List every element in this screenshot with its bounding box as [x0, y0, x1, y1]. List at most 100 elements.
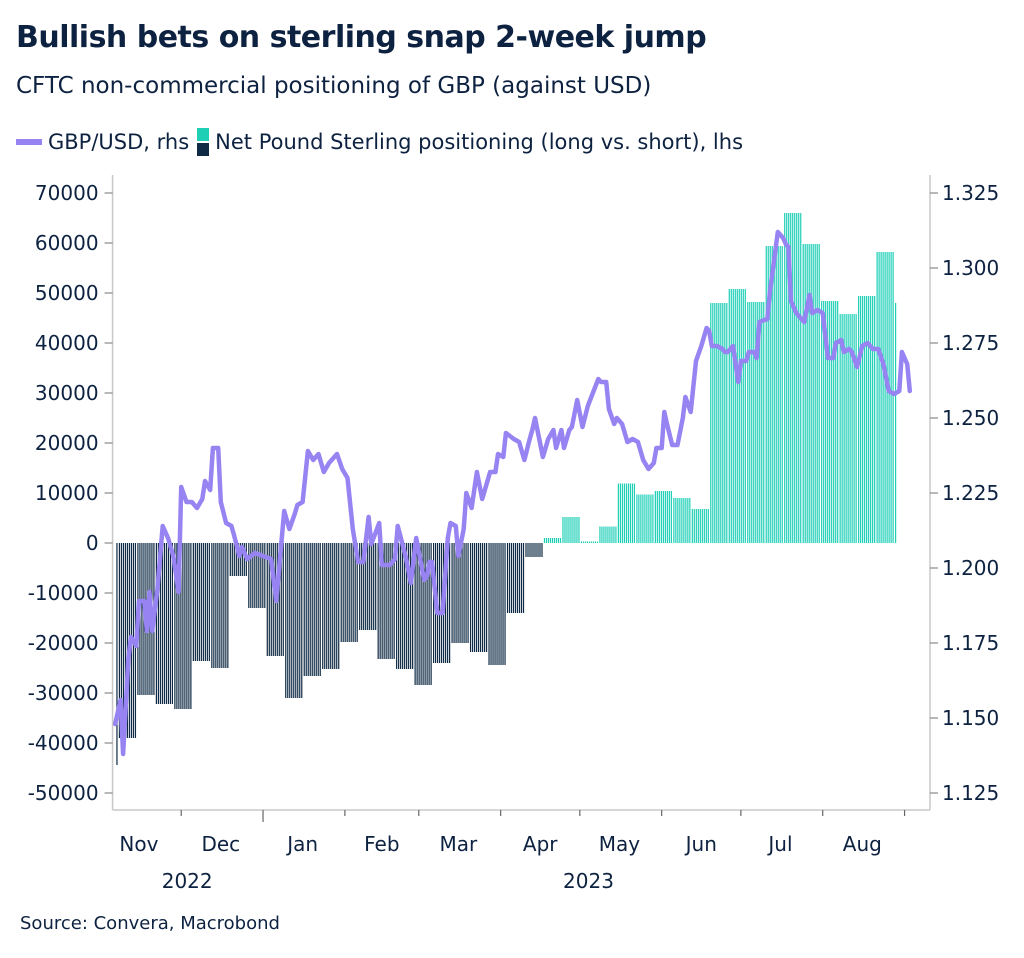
bar-stripe: [586, 541, 589, 543]
bar-stripe: [644, 494, 646, 543]
bar-stripe: [549, 538, 552, 543]
bar-stripe: [835, 301, 837, 543]
bar-stripe: [297, 543, 299, 698]
bar-stripe: [862, 296, 864, 543]
bar-stripe: [124, 543, 127, 738]
bar-stripe: [520, 543, 523, 613]
bar-stripe: [769, 246, 771, 543]
right-tick-label: 1.225: [942, 481, 999, 505]
bar-stripe: [615, 526, 617, 543]
bar-stripe: [387, 543, 389, 659]
bar-stripe: [213, 543, 215, 668]
bar-stripe: [679, 498, 681, 543]
bar-stripe: [664, 491, 666, 543]
bar-stripe: [180, 543, 182, 709]
bar-stripe: [400, 543, 402, 669]
weekly-bar: [728, 289, 746, 543]
bar-stripe: [555, 538, 558, 543]
bar-stripe: [118, 543, 121, 738]
bar-stripe: [367, 543, 369, 630]
bar-stripe: [870, 296, 872, 543]
bar-stripe: [319, 543, 321, 676]
bar-stripe: [603, 526, 605, 543]
bar-stripe: [693, 509, 695, 543]
bar-stripe: [340, 543, 342, 642]
right-tick-label: 1.325: [942, 181, 999, 205]
bar-stripe: [640, 494, 642, 543]
right-tick-label: 1.250: [942, 406, 999, 430]
bar-stripe: [506, 543, 509, 613]
bar-stripe: [514, 543, 517, 613]
bar-stripe: [248, 543, 250, 608]
bar-stripe: [155, 543, 157, 704]
bar-stripe: [570, 517, 572, 543]
bar-stripe: [767, 246, 769, 543]
bar-stripe: [426, 543, 428, 685]
bar-stripe: [502, 543, 504, 665]
weekly-bar: [636, 494, 654, 543]
x-tick-label: Dec: [201, 832, 240, 856]
bar-stripe: [695, 509, 697, 543]
bar-stripe: [496, 543, 498, 665]
bar-stripe: [410, 543, 412, 669]
bar-stripe: [303, 543, 305, 676]
weekly-bar: [525, 543, 543, 557]
left-tick-label: 60000: [35, 231, 99, 255]
bar-stripe: [270, 543, 272, 656]
bar-stripe: [710, 303, 712, 543]
bar-stripe: [241, 543, 243, 576]
bar-stripe: [784, 213, 786, 543]
bar-stripe: [404, 543, 406, 669]
bar-stripe: [373, 543, 375, 630]
bar-stripe: [377, 543, 379, 659]
bar-stripe: [215, 543, 217, 668]
bar-stripe: [592, 541, 595, 543]
bar-stripe: [525, 543, 527, 557]
bar-stripe: [235, 543, 237, 576]
x-year-label: 2022: [162, 869, 213, 893]
bar-stripe: [322, 543, 324, 669]
bar-stripe: [516, 543, 519, 613]
left-tick-label: 40000: [35, 331, 99, 355]
bar-stripe: [541, 543, 543, 557]
left-tick-label: -40000: [28, 731, 99, 755]
weekly-bar: [599, 526, 617, 543]
bar-stripe: [681, 498, 683, 543]
bar-stripe: [816, 244, 818, 543]
bar-stripe: [280, 543, 282, 656]
bar-stripe: [599, 526, 601, 543]
source-note: Source: Convera, Macrobond: [20, 913, 280, 934]
bar-stripe: [855, 314, 857, 543]
bar-stripe: [691, 509, 693, 543]
bar-stripe: [272, 543, 274, 656]
bar-stripe: [574, 517, 576, 543]
bar-stripe: [781, 246, 783, 543]
bar-stripe: [633, 483, 635, 543]
right-tick-label: 1.125: [942, 781, 999, 805]
bar-stripe: [406, 543, 408, 669]
bar-stripe: [670, 491, 672, 543]
bar-stripe: [732, 289, 734, 543]
bar-stripe: [642, 494, 644, 543]
bar-stripe: [685, 498, 687, 543]
bar-stripe: [866, 296, 868, 543]
chart-title: Bullish bets on sterling snap 2-week jum…: [16, 20, 707, 55]
weekly-bar: [858, 296, 876, 543]
right-tick-label: 1.275: [942, 331, 999, 355]
bar-stripe: [359, 543, 361, 630]
bar-stripe: [457, 543, 459, 643]
bar-stripe: [287, 543, 289, 698]
bar-stripe: [689, 498, 691, 543]
bar-stripe: [338, 543, 340, 669]
bar-stripe: [566, 517, 568, 543]
x-tick-label: Jul: [766, 832, 792, 856]
bar-stripe: [895, 303, 897, 543]
bar-stripe: [227, 543, 229, 668]
right-tick-label: 1.175: [942, 631, 999, 655]
bar-stripe: [326, 543, 328, 669]
bar-stripe: [753, 302, 755, 543]
bar-stripe: [463, 543, 465, 643]
weekly-bar: [654, 491, 672, 543]
bar-stripe: [878, 252, 880, 543]
left-tick-label: 30000: [35, 381, 99, 405]
